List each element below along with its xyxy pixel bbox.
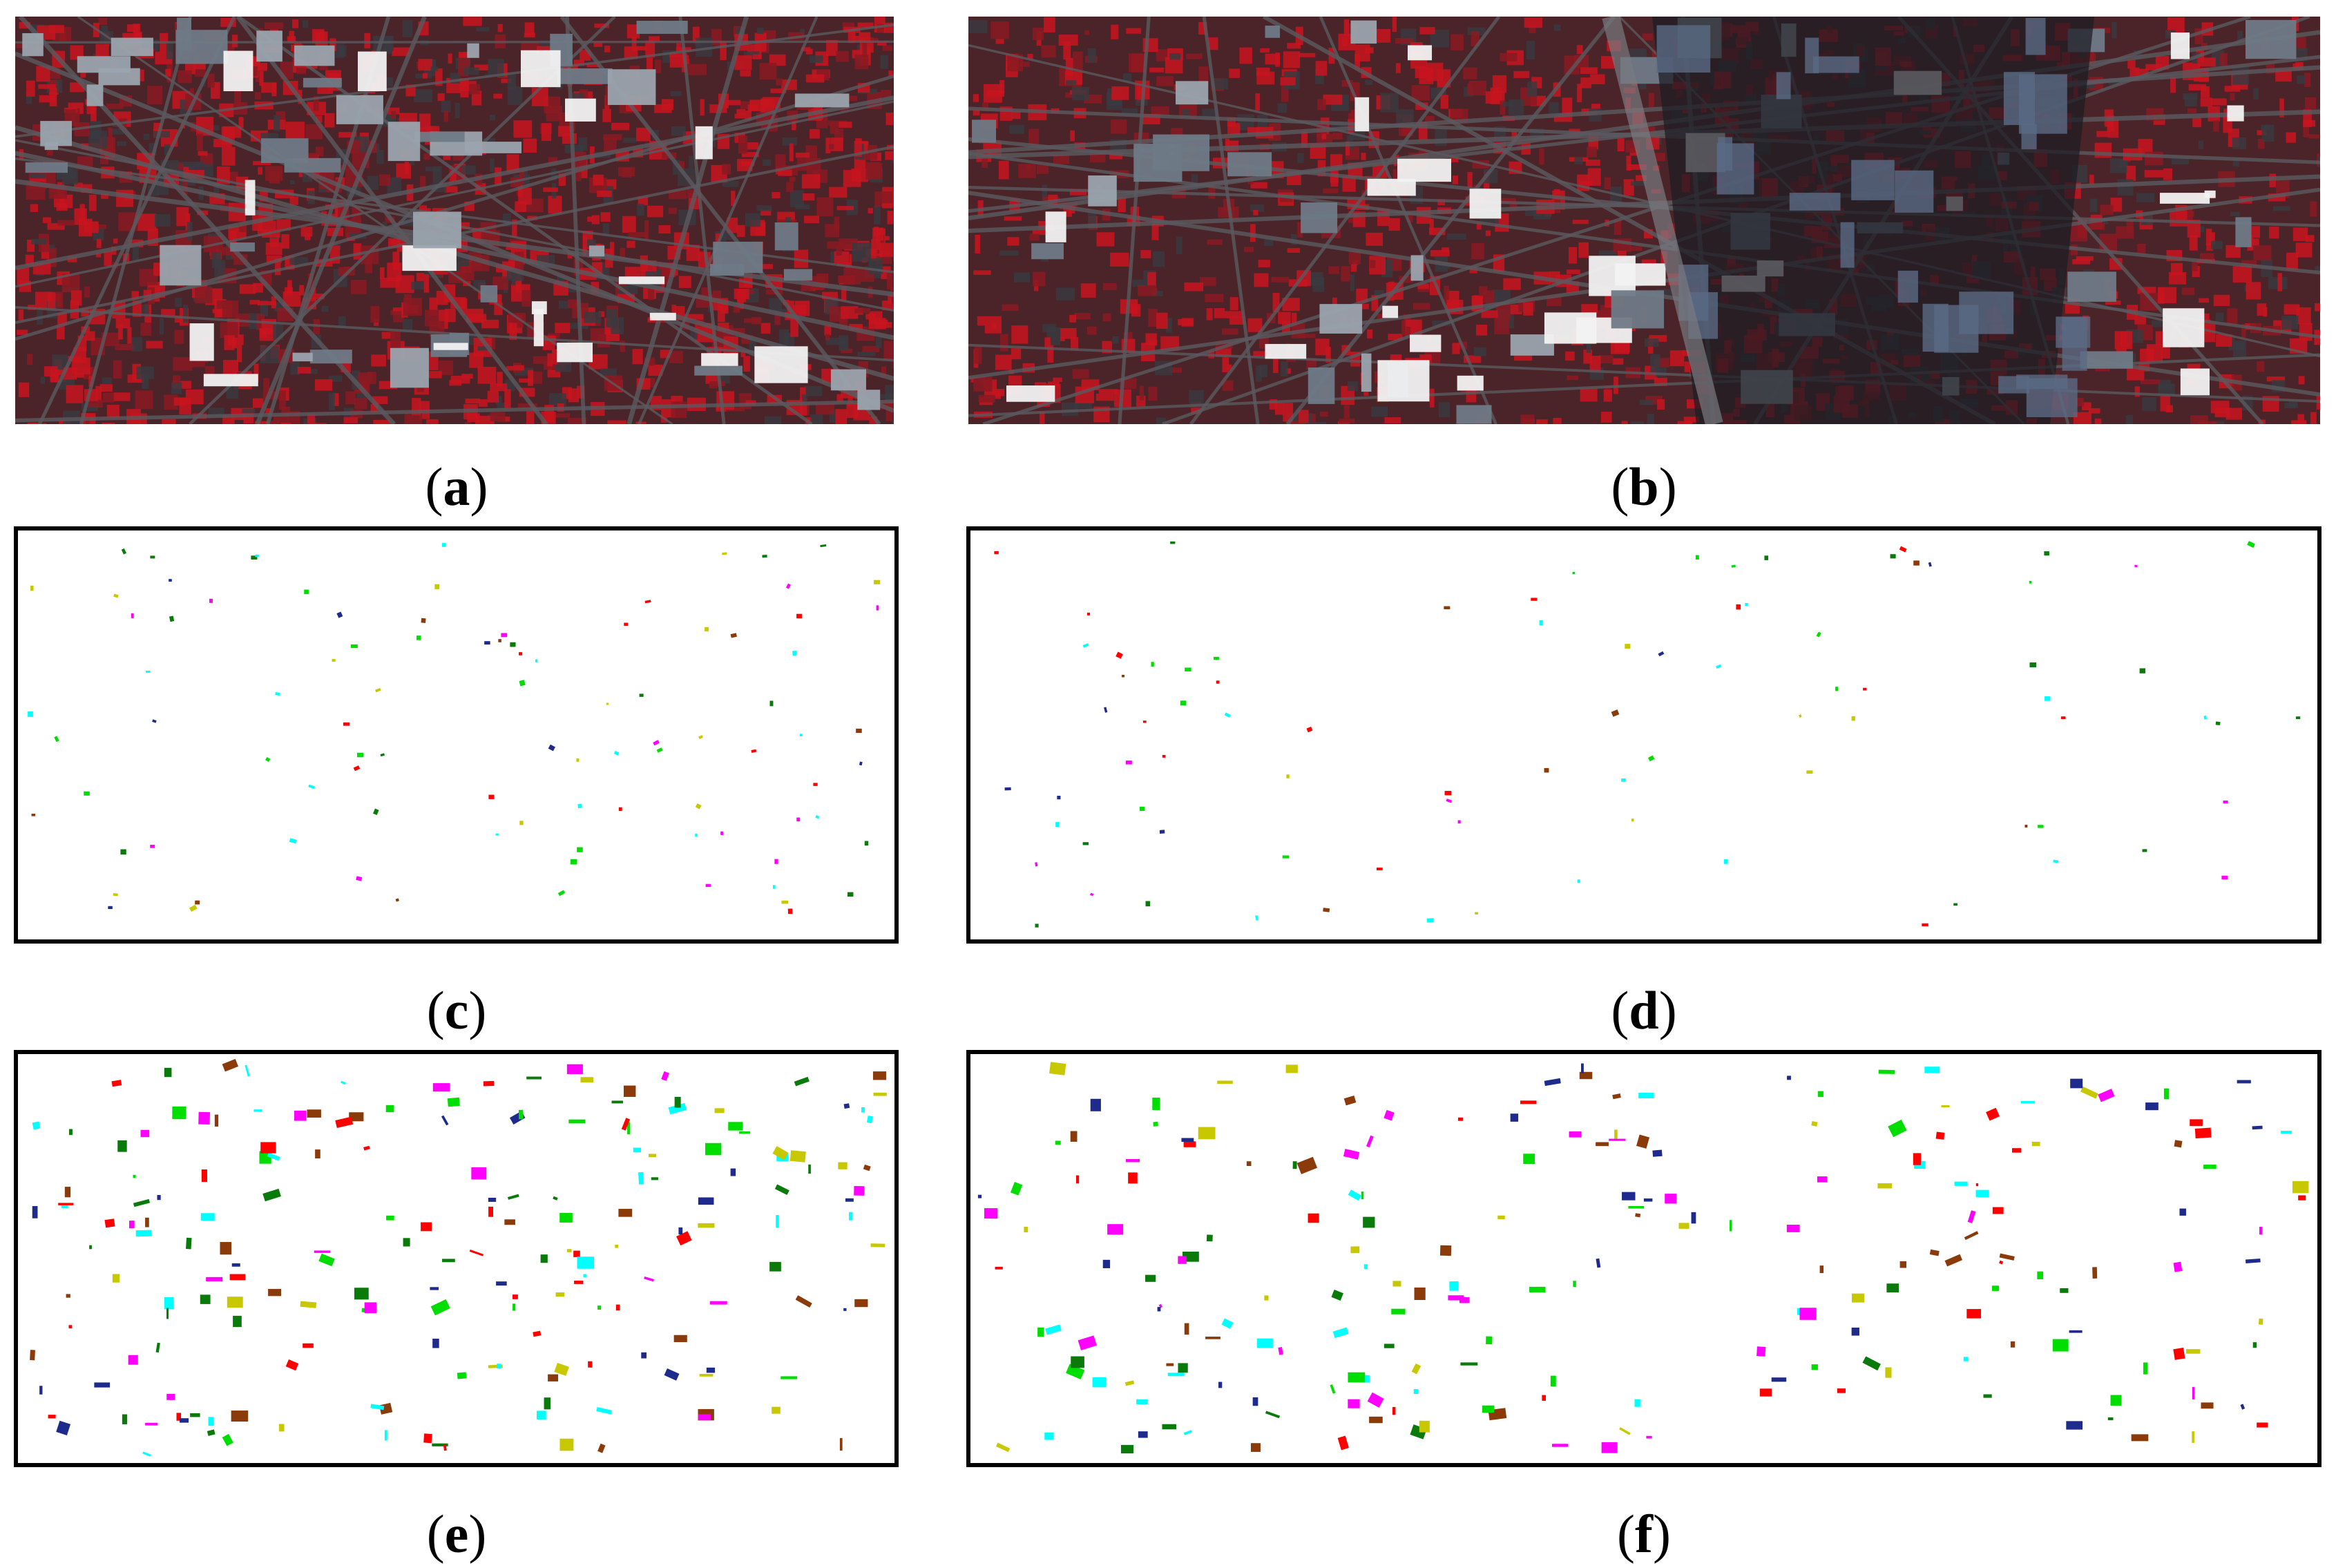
sample-map-f-canvas (977, 1062, 2309, 1454)
aerial-image-a (15, 17, 894, 424)
sample-map-e (14, 1050, 899, 1467)
caption-b: (b) (1611, 457, 1677, 517)
sample-map-c-canvas (28, 543, 881, 915)
sample-map-f (966, 1050, 2321, 1467)
caption-d: (d) (1611, 980, 1677, 1040)
sample-map-d-canvas (994, 541, 2301, 928)
aerial-image-a-canvas (15, 17, 894, 424)
caption-a: (a) (425, 457, 488, 517)
caption-e: (e) (426, 1504, 487, 1564)
sample-map-e-canvas (30, 1059, 887, 1457)
aerial-image-b (968, 17, 2320, 424)
aerial-image-b-canvas (968, 17, 2320, 424)
caption-f: (f) (1617, 1504, 1671, 1564)
sample-map-c (14, 526, 899, 944)
caption-c: (c) (426, 980, 487, 1040)
sample-map-d (966, 526, 2321, 944)
